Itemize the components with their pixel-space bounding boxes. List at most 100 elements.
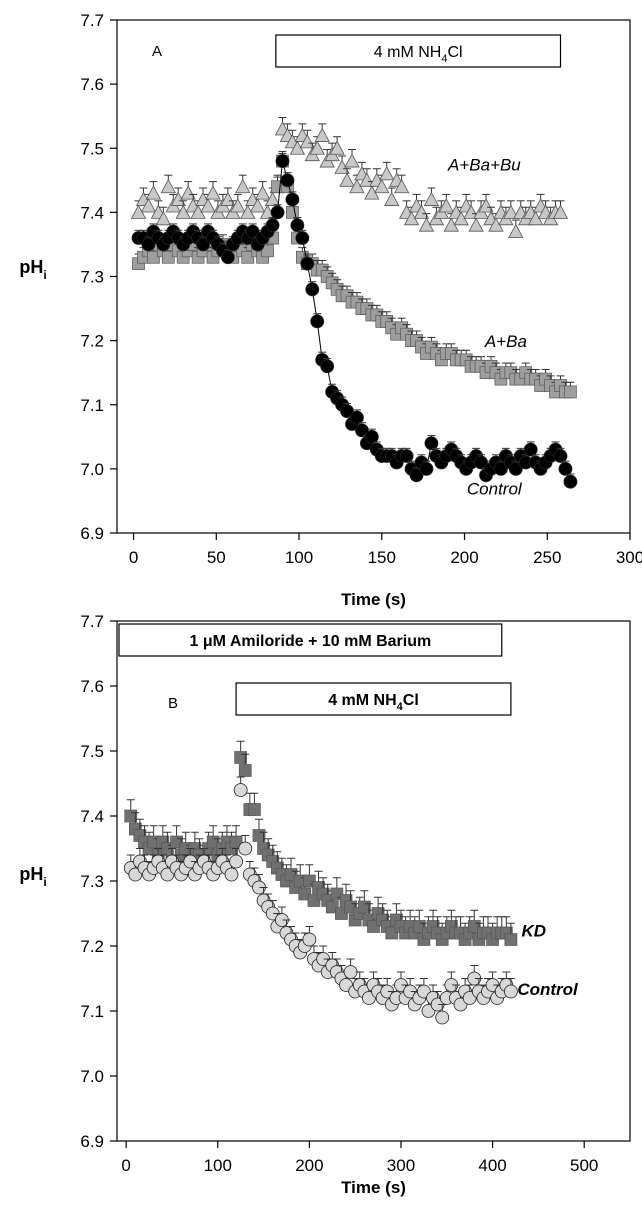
data-point (329, 140, 345, 155)
y-tick-label: 7.3 (80, 872, 104, 891)
treatment-label: 1 μM Amiloride + 10 mM Barium (190, 633, 432, 650)
x-tick-label: 500 (570, 1156, 598, 1175)
data-point (558, 461, 573, 476)
series-label: Control (467, 480, 523, 499)
y-tick-label: 7.4 (80, 807, 104, 826)
data-point (359, 172, 375, 187)
data-point (280, 173, 295, 188)
y-tick-label: 7.2 (80, 332, 104, 351)
x-axis-title: Time (s) (341, 1178, 406, 1197)
x-tick-label: 0 (129, 548, 138, 567)
series-label: Control (517, 980, 579, 999)
y-tick-label: 7.2 (80, 937, 104, 956)
y-tick-label: 6.9 (80, 524, 104, 543)
y-tick-label: 7.0 (80, 1067, 104, 1086)
data-point (343, 965, 358, 979)
data-point (161, 250, 175, 264)
y-tick-label: 7.1 (80, 396, 104, 415)
data-point (140, 198, 157, 213)
data-point (302, 932, 317, 947)
series-label: A+Ba+Bu (447, 156, 521, 175)
treatment-box (235, 682, 512, 716)
y-tick-label: 7.6 (80, 75, 104, 94)
data-point (245, 224, 260, 239)
data-point (553, 449, 568, 463)
data-point (423, 191, 440, 206)
y-tick-label: 7.5 (80, 139, 104, 158)
series-control (123, 776, 518, 1025)
data-point (230, 198, 246, 213)
series-label: A+Ba (484, 332, 527, 351)
panel-B: 6.9 7.0 7.1 7.2 7.3 7.4 7.5 7.6 7.7 0 100 200 300 400… (19, 612, 631, 1197)
data-point (295, 231, 310, 245)
data-point (155, 210, 172, 226)
data-point (145, 185, 162, 200)
panel-label: B (168, 695, 178, 712)
data-point (265, 218, 280, 233)
treatment-box (118, 623, 503, 657)
data-point (160, 178, 176, 194)
data-point (409, 468, 424, 483)
data-point (503, 204, 519, 219)
data-point (563, 474, 578, 489)
data-point (379, 166, 395, 181)
data-point (220, 250, 235, 265)
y-tick-label: 7.3 (80, 268, 104, 287)
data-point (224, 867, 239, 882)
data-point (364, 429, 379, 444)
data-point (205, 185, 221, 200)
data-point (350, 410, 364, 425)
data-point (270, 205, 285, 220)
data-point (290, 218, 305, 233)
data-point (238, 764, 252, 777)
data-point (285, 192, 300, 207)
x-tick-label: 300 (387, 1156, 415, 1175)
x-tick-label: 50 (207, 548, 226, 567)
data-point (299, 133, 315, 149)
data-point (494, 461, 508, 476)
data-point (180, 185, 196, 200)
data-point (220, 191, 236, 206)
data-point (200, 198, 216, 213)
y-tick-label: 7.4 (80, 203, 104, 222)
data-point (147, 250, 160, 264)
data-point (474, 455, 488, 470)
data-point (435, 1010, 450, 1025)
data-point (238, 841, 253, 856)
y-axis-title: pHi (19, 864, 46, 889)
data-point (508, 223, 524, 239)
treatment-label: 4 mM NH4Cl (374, 44, 463, 65)
data-point (374, 178, 390, 194)
data-point (355, 423, 369, 438)
data-point (300, 256, 315, 271)
data-point (463, 204, 479, 219)
data-point (344, 153, 360, 168)
data-point (393, 178, 410, 194)
data-point (419, 461, 434, 476)
y-tick-label: 7.6 (80, 677, 104, 696)
data-point (413, 204, 430, 219)
x-tick-label: 150 (368, 548, 396, 567)
panel-label: A (152, 43, 162, 60)
treatment-label: 4 mM NH4Cl (328, 692, 419, 713)
x-axis-title: Time (s) (341, 590, 406, 609)
x-tick-label: 250 (533, 548, 561, 567)
treatment-box (275, 34, 562, 68)
data-point (229, 854, 243, 869)
data-point (523, 442, 538, 457)
data-point (399, 449, 414, 463)
data-point (249, 198, 266, 213)
series-kd (124, 740, 518, 946)
data-point (310, 314, 325, 329)
y-tick-label: 7.0 (80, 460, 104, 479)
data-point (314, 127, 330, 142)
series-control (131, 152, 578, 489)
data-point (264, 191, 281, 206)
data-point (309, 140, 325, 155)
data-point (564, 385, 577, 399)
y-tick-label: 7.7 (80, 612, 104, 631)
data-point (508, 461, 523, 476)
data-point (438, 198, 454, 213)
